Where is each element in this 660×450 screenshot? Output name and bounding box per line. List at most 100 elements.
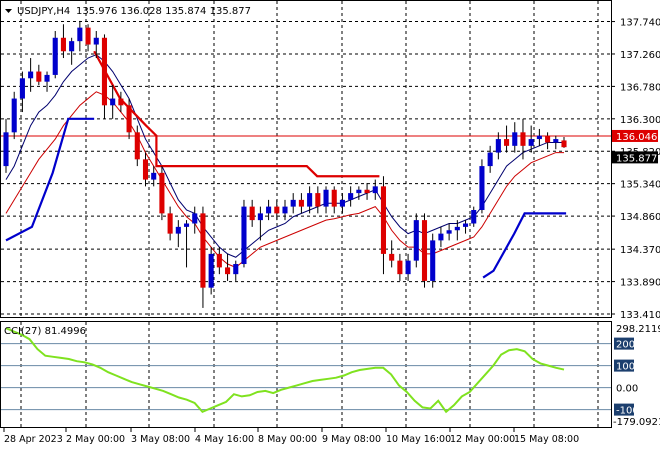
candle-body[interactable] xyxy=(44,74,50,82)
time-tick-label: 8 May 00:00 xyxy=(258,434,317,445)
candle-body[interactable] xyxy=(200,213,206,288)
candle-body[interactable] xyxy=(372,186,378,194)
candle-body[interactable] xyxy=(528,139,534,146)
candle-body[interactable] xyxy=(134,132,140,160)
candle-body[interactable] xyxy=(216,253,222,268)
candle-body[interactable] xyxy=(208,253,214,288)
candle-body[interactable] xyxy=(298,199,304,207)
candle-body[interactable] xyxy=(512,132,518,146)
candle-body[interactable] xyxy=(495,139,501,153)
candle-body[interactable] xyxy=(339,199,345,207)
candle-body[interactable] xyxy=(389,253,395,261)
candle-body[interactable] xyxy=(307,193,313,207)
cci-level-tag xyxy=(614,359,634,372)
price-tick-label: 137.260 xyxy=(620,50,660,61)
candle-body[interactable] xyxy=(126,105,132,133)
candle-body[interactable] xyxy=(110,98,116,106)
cci-levels: 200 100 0.00 -100 xyxy=(1,337,639,417)
candle-body[interactable] xyxy=(77,27,83,42)
candle-body[interactable] xyxy=(85,27,91,45)
candle-body[interactable] xyxy=(348,193,354,200)
candle-body[interactable] xyxy=(397,260,403,275)
candle-body[interactable] xyxy=(446,230,452,234)
candle-body[interactable] xyxy=(151,172,157,180)
candle-body[interactable] xyxy=(364,189,370,194)
symbol-label: USDJPY,H4 xyxy=(17,6,70,17)
candle-body[interactable] xyxy=(266,206,272,214)
candle-body[interactable] xyxy=(274,206,280,214)
candle-body[interactable] xyxy=(225,267,231,275)
candle-body[interactable] xyxy=(28,71,34,79)
candle-body[interactable] xyxy=(315,193,321,207)
candle-body[interactable] xyxy=(257,213,263,221)
candle-body[interactable] xyxy=(380,186,387,254)
cci-series-line xyxy=(5,327,565,414)
time-tick-label: 28 Apr 2023 xyxy=(4,434,63,445)
candle-body[interactable] xyxy=(356,189,362,194)
candle-body[interactable] xyxy=(471,209,477,224)
cci-level-label: 200 xyxy=(616,340,635,351)
candle-body[interactable] xyxy=(249,206,255,221)
indicator-panel-frame xyxy=(0,321,612,428)
candle-body[interactable] xyxy=(479,166,485,210)
candle-body[interactable] xyxy=(175,226,181,234)
candle-body[interactable] xyxy=(487,152,493,167)
candle-body[interactable] xyxy=(545,135,551,143)
candle-body[interactable] xyxy=(167,213,173,234)
candle-body[interactable] xyxy=(11,98,17,133)
price-tick-label: 135.340 xyxy=(620,180,660,191)
price-tick-label: 134.860 xyxy=(620,212,660,223)
candle-body[interactable] xyxy=(52,37,58,75)
candle-body[interactable] xyxy=(413,220,419,261)
candle-body[interactable] xyxy=(3,132,9,167)
candle-body[interactable] xyxy=(192,213,198,224)
candle-body[interactable] xyxy=(553,139,559,143)
candle-body[interactable] xyxy=(430,240,436,281)
candle-body[interactable] xyxy=(118,98,124,106)
candle-body[interactable] xyxy=(183,223,190,227)
time-tick-label: 12 May 00:00 xyxy=(450,434,515,445)
red-price-tag: 136.046 xyxy=(612,129,658,143)
candle-body[interactable] xyxy=(504,139,510,146)
indicator-max-label: 298.2119 xyxy=(616,324,660,335)
time-tick-label: 3 May 08:00 xyxy=(131,434,190,445)
svg-text:135.877: 135.877 xyxy=(616,153,657,164)
candle-body[interactable] xyxy=(69,41,75,52)
time-tick-label: 4 May 16:00 xyxy=(195,434,254,445)
candle-body[interactable] xyxy=(36,71,42,82)
candle-body[interactable] xyxy=(233,264,239,275)
envelope-lower xyxy=(5,117,95,242)
candle-body[interactable] xyxy=(454,226,460,231)
moving-average-red xyxy=(5,91,564,268)
candle-body[interactable] xyxy=(323,189,329,207)
candles[interactable] xyxy=(3,20,567,308)
candle-body[interactable] xyxy=(438,233,444,241)
candle-body[interactable] xyxy=(142,159,149,180)
header: USDJPY,H4 135.976 136.028 135.874 135.87… xyxy=(5,6,251,17)
moving-average-navy xyxy=(5,54,564,258)
candle-body[interactable] xyxy=(561,140,567,148)
candle-body[interactable] xyxy=(241,206,247,265)
candle-body[interactable] xyxy=(536,135,542,140)
candle-body[interactable] xyxy=(159,172,165,214)
time-axis: 28 Apr 2023 2 May 00:00 3 May 08:00 4 May 1… xyxy=(3,428,579,445)
main-panel-frame xyxy=(0,0,612,318)
candle-body[interactable] xyxy=(520,132,526,146)
time-tick-label: 2 May 00:00 xyxy=(66,434,125,445)
dropdown-triangle-icon[interactable] xyxy=(5,9,12,13)
price-tick-label: 134.370 xyxy=(620,245,660,256)
time-tick-label: 15 May 08:00 xyxy=(514,434,579,445)
envelope-lower-recent xyxy=(482,212,567,279)
candle-body[interactable] xyxy=(462,223,469,227)
candle-body[interactable] xyxy=(19,78,25,99)
candle-body[interactable] xyxy=(290,199,296,207)
candle-body[interactable] xyxy=(101,37,108,106)
candle-body[interactable] xyxy=(405,260,411,275)
candle-body[interactable] xyxy=(60,37,66,52)
candle-body[interactable] xyxy=(421,220,428,281)
candle-body[interactable] xyxy=(282,206,288,214)
candle-body[interactable] xyxy=(93,37,99,45)
candle-body[interactable] xyxy=(331,189,337,207)
price-tick-label: 136.780 xyxy=(620,82,660,93)
indicator-min-label: -179.0921 xyxy=(613,417,660,428)
